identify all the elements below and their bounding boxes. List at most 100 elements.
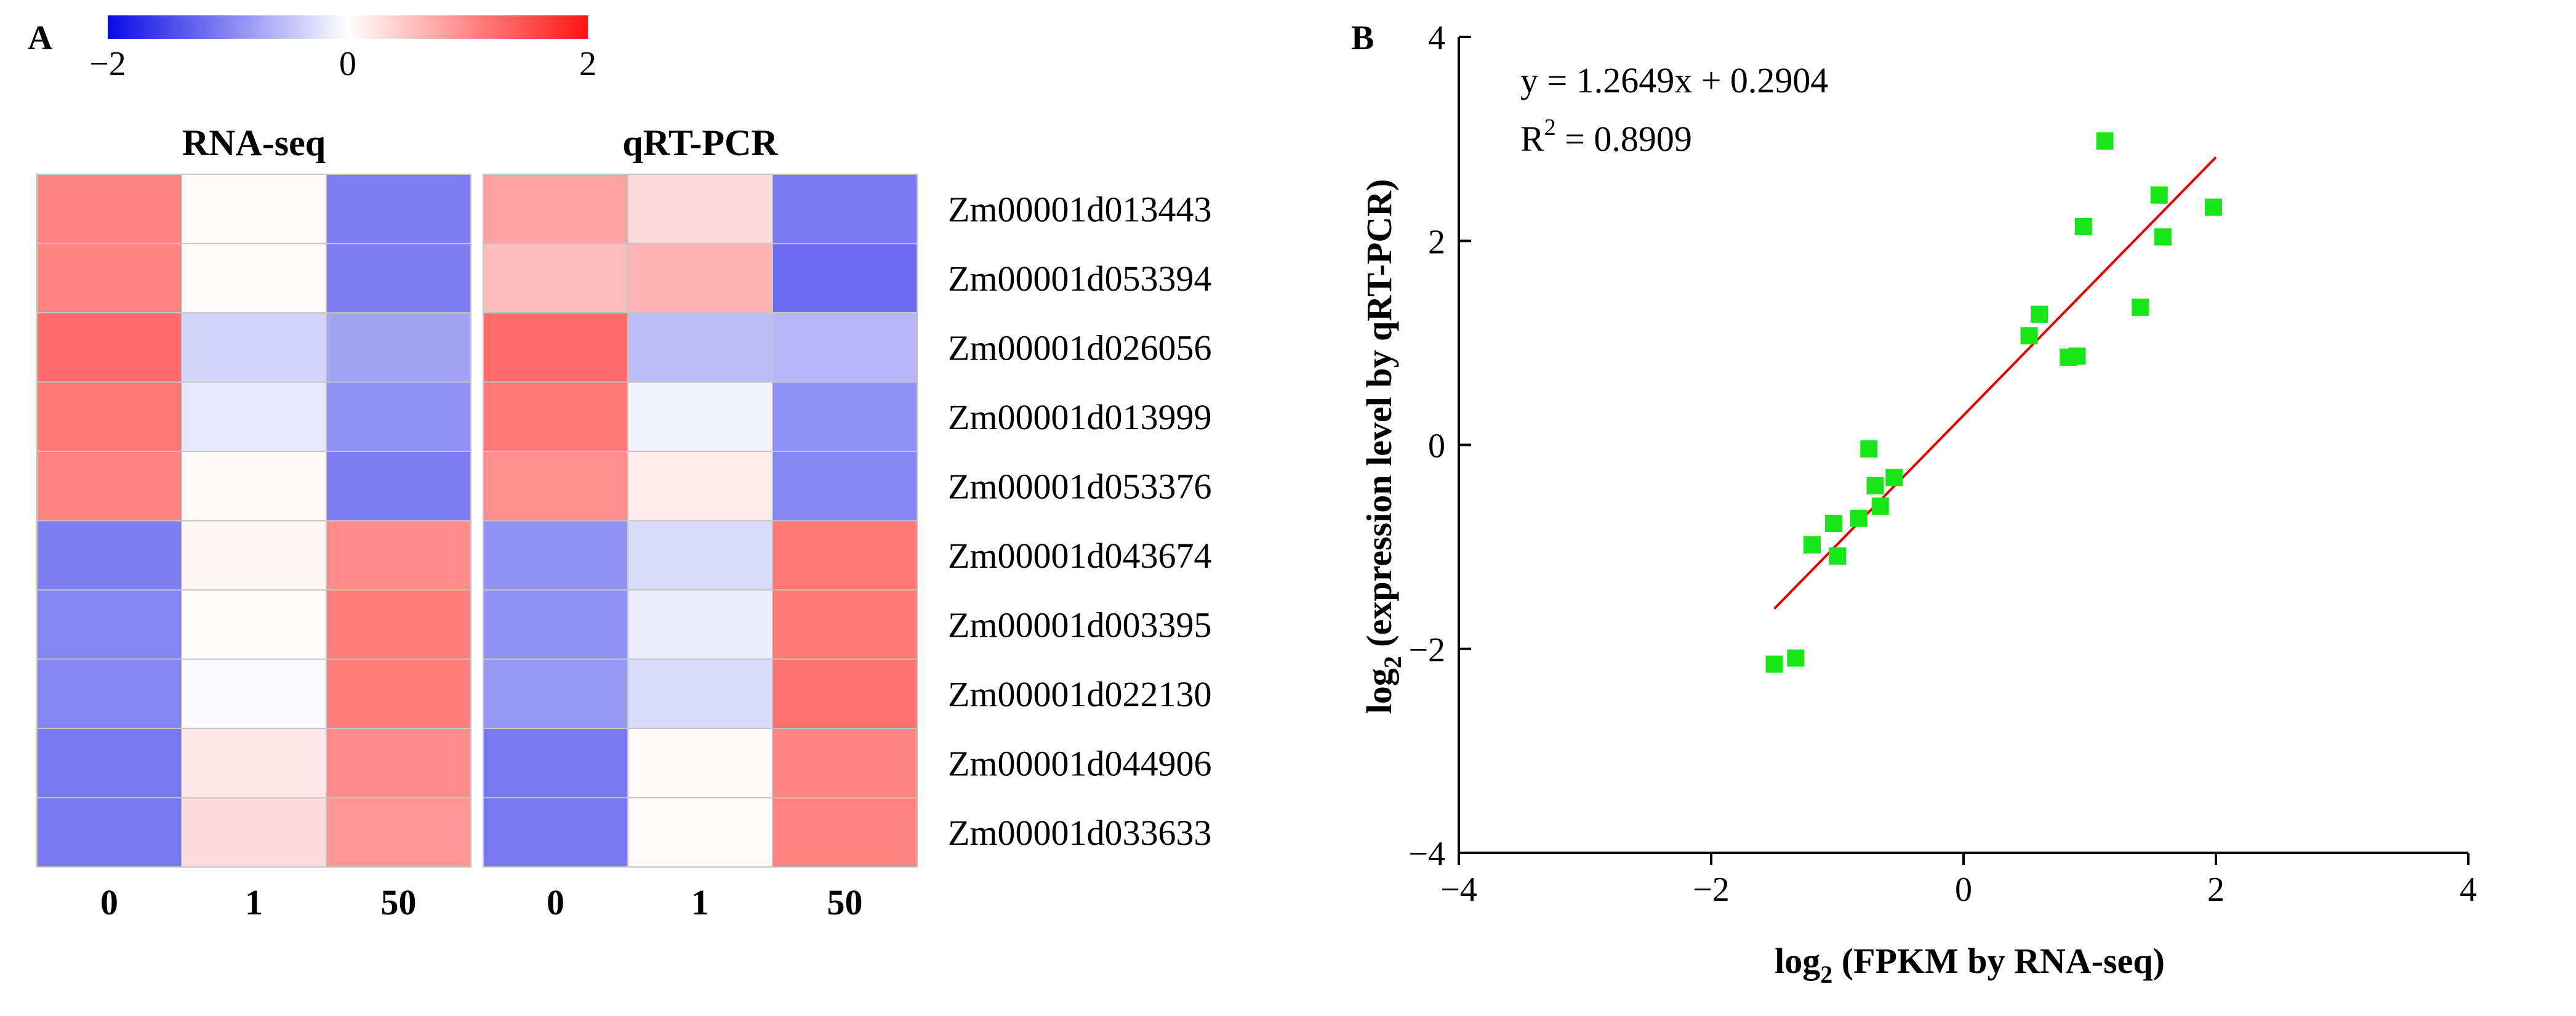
heatmap-row-label: Zm00001d013999 [948,397,1212,437]
x-tick-label: 4 [2460,871,2477,909]
heatmap-column-label: 50 [381,882,417,922]
heatmap-cell [627,451,773,522]
heatmap-cell [483,589,628,660]
heatmap-cell [772,520,918,591]
scatter-point [2031,305,2048,323]
heatmap-row-label: Zm00001d013443 [948,189,1212,229]
heatmap-cell [36,658,182,729]
colorbar-tick-label: −2 [89,45,126,83]
x-axis-label-log: log [1775,941,1820,981]
x-axis-label: log2 (FPKM by RNA-seq) [1775,941,2165,988]
heatmap-row-label: Zm00001d033633 [948,813,1212,853]
heatmap-cell [772,174,918,244]
y-axis-label-sub: 2 [1379,656,1406,668]
heatmap-cell [483,243,628,313]
heatmap-cell [772,312,918,383]
heatmap-row-label: Zm00001d022130 [948,674,1212,714]
heatmap-cell [36,243,182,313]
heatmap-cell [181,658,327,729]
heatmap-column-label: 1 [691,882,709,922]
heatmap-cell [326,797,471,868]
x-tick-label: −2 [1693,871,1730,909]
heatmap-cell [483,658,628,729]
x-tick-label: 2 [2207,871,2225,909]
heatmap-cell [772,728,918,799]
heatmap-row-label: Zm00001d043674 [948,536,1212,576]
r-squared-sup: 2 [1544,115,1556,140]
scatter-point [1804,536,1821,554]
heatmap-cell [627,728,773,799]
scatter-point [1871,497,1889,515]
heatmap-cell [36,589,182,660]
heatmap-cell [627,243,773,313]
heatmap-cell [326,658,471,729]
heatmap-column-label: 1 [245,882,263,922]
heatmap-cell [36,520,182,591]
heatmap-cell [627,658,773,729]
heatmap-cell [483,728,628,799]
y-axis-label: log2 (expression level by qRT-PCR) [1359,179,1406,714]
heatmap-row-label: Zm00001d026056 [948,328,1212,368]
y-axis-label-rest: (expression level by qRT-PCR) [1359,179,1399,656]
heatmap-cell [772,797,918,868]
colorbar-ticks: −2 0 2 [89,45,596,83]
heatmap-group-title: qRT-PCR [622,123,778,163]
heatmap-cell [181,797,327,868]
heatmap-row-label: Zm00001d044906 [948,743,1212,783]
scatter-point [1787,649,1805,667]
y-tick-label: 2 [1428,223,1445,261]
heatmap-cell [326,312,471,383]
heatmap-cell [627,381,773,452]
heatmap-cell [181,451,327,522]
y-tick-label: 4 [1428,19,1445,57]
scatter-point [2074,218,2092,236]
heatmap-cell [772,451,918,522]
heatmap-row-label: Zm00001d053394 [948,259,1212,299]
heatmap-cell [181,243,327,313]
scatter-point [1860,440,1878,458]
heatmap-column-label: 0 [547,882,564,922]
heatmap-cell [36,451,182,522]
heatmap-column-label: 0 [100,882,118,922]
heatmap-cell [483,312,628,383]
colorbar-tick-label: 2 [579,45,596,83]
heatmap-cell [483,381,628,452]
heatmap-cell [326,520,471,591]
scatter-point [2154,228,2172,246]
heatmap-cell [36,312,182,383]
colorbar-tick-label: 0 [339,45,356,83]
colorbar [108,15,588,39]
heatmap-cell [326,589,471,660]
heatmap-cell [326,243,471,313]
scatter-point [1829,547,1846,565]
scatter-point [2096,132,2114,150]
heatmap-column-label: 50 [827,882,863,922]
heatmap-row-label: Zm00001d053376 [948,466,1212,506]
scatter-point [2204,198,2222,216]
heatmap-cell [326,381,471,452]
r-squared-r: R [1520,119,1544,159]
heatmap-cell [36,174,182,244]
scatter-point [2060,349,2077,366]
panel-a-label: A [28,19,53,57]
heatmap-cell [36,797,182,868]
heatmap-cell [627,589,773,660]
heatmap-cell [326,728,471,799]
heatmap-cell [181,174,327,244]
heatmap-cell [627,312,773,383]
heatmap-cell [181,381,327,452]
y-tick-label: −2 [1408,631,1445,669]
scatter-point [1866,477,1884,494]
scatter-point [1850,509,1868,527]
heatmap-cell [483,451,628,522]
x-tick-label: −4 [1440,871,1477,909]
x-axis-label-sub: 2 [1820,961,1832,988]
x-tick-label: 0 [1955,871,1972,909]
r-squared-value: = 0.8909 [1556,119,1692,159]
y-tick-label: 0 [1428,427,1445,466]
heatmap-cell [483,174,628,244]
heatmap-cell [627,174,773,244]
heatmap-cell [181,312,327,383]
